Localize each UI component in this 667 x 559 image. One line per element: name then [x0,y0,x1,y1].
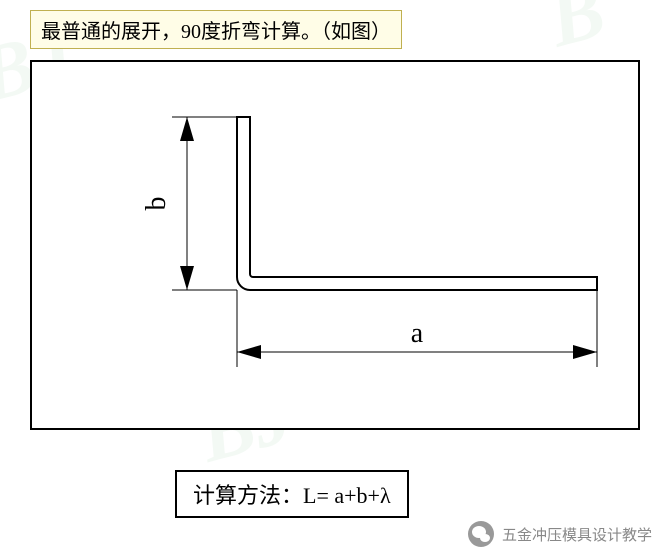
formula-label: 计算方法： [193,483,303,508]
bend-diagram: ba [32,62,642,432]
svg-text:a: a [411,318,424,349]
title-text: 最普通的展开，90度折弯计算。（如图） [41,21,391,43]
footer-text: 五金冲压模具设计教学 [502,524,652,545]
diagram-frame: ba [30,60,640,430]
footer: 五金冲压模具设计教学 [468,521,652,547]
watermark: B [539,0,614,66]
wechat-icon [468,521,494,547]
title-box: 最普通的展开，90度折弯计算。（如图） [30,10,402,49]
formula-expression: L= a+b+λ [303,483,391,508]
formula-box: 计算方法：L= a+b+λ [175,470,409,518]
svg-text:b: b [141,197,172,211]
